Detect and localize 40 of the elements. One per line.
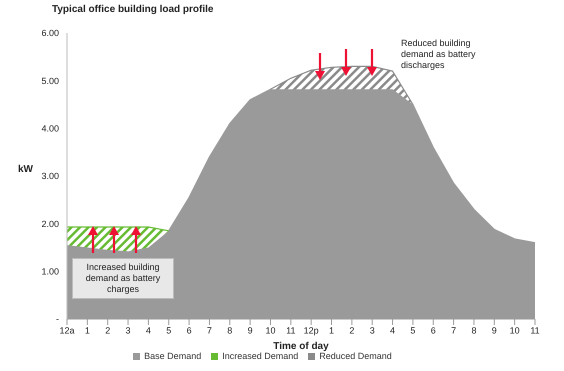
- y-tick-label: 3.00: [41, 171, 59, 182]
- y-tick-label: 4.00: [41, 124, 59, 134]
- x-tick-label: 7: [451, 325, 456, 336]
- legend-label: Reduced Demand: [319, 351, 392, 361]
- y-tick-label: -: [56, 314, 59, 324]
- x-tick-label: 2: [349, 325, 354, 336]
- x-tick-label: 11: [286, 325, 296, 336]
- y-tick-label: 2.00: [41, 218, 59, 229]
- chart-title: Typical office building load profile: [52, 4, 214, 15]
- x-tick-label: 9: [248, 325, 253, 336]
- x-tick-label: 10: [510, 325, 520, 336]
- annotation: Increased building demand as battery charges: [84, 262, 162, 295]
- x-tick-label: 5: [166, 325, 172, 336]
- x-tick-label: 8: [471, 325, 476, 336]
- y-axis-title: kW: [18, 164, 33, 175]
- x-tick-label: 7: [206, 325, 212, 336]
- y-tick-label: 5.00: [41, 76, 59, 86]
- legend-label: Increased Demand: [222, 351, 298, 361]
- x-axis-title: Time of day: [273, 341, 330, 352]
- x-tick-label: 6: [430, 325, 436, 336]
- annotation: Reduced building demand as battery discharges: [401, 38, 477, 71]
- x-tick-label: 11: [530, 325, 540, 336]
- y-tick-label: 6.00: [41, 28, 59, 38]
- x-tick-label: 12p: [304, 325, 319, 336]
- x-tick-label: 10: [265, 325, 276, 336]
- x-tick-label: 4: [390, 325, 396, 336]
- x-tick-label: 12a: [59, 325, 75, 336]
- x-tick-label: 8: [227, 325, 232, 336]
- x-tick-label: 3: [370, 325, 375, 336]
- x-tick-label: 5: [410, 325, 416, 336]
- note-box: Increased building demand as battery charges: [72, 258, 174, 299]
- x-tick-label: 1: [84, 325, 90, 336]
- y-tick-label: 1.00: [41, 266, 59, 277]
- x-tick-label: 1: [329, 325, 334, 336]
- x-tick-label: 4: [146, 325, 151, 336]
- legend-label: Base Demand: [144, 351, 202, 361]
- x-tick-label: 6: [186, 325, 192, 336]
- x-tick-label: 9: [492, 325, 497, 336]
- x-tick-label: 2: [105, 325, 110, 336]
- x-tick-label: 3: [126, 325, 131, 336]
